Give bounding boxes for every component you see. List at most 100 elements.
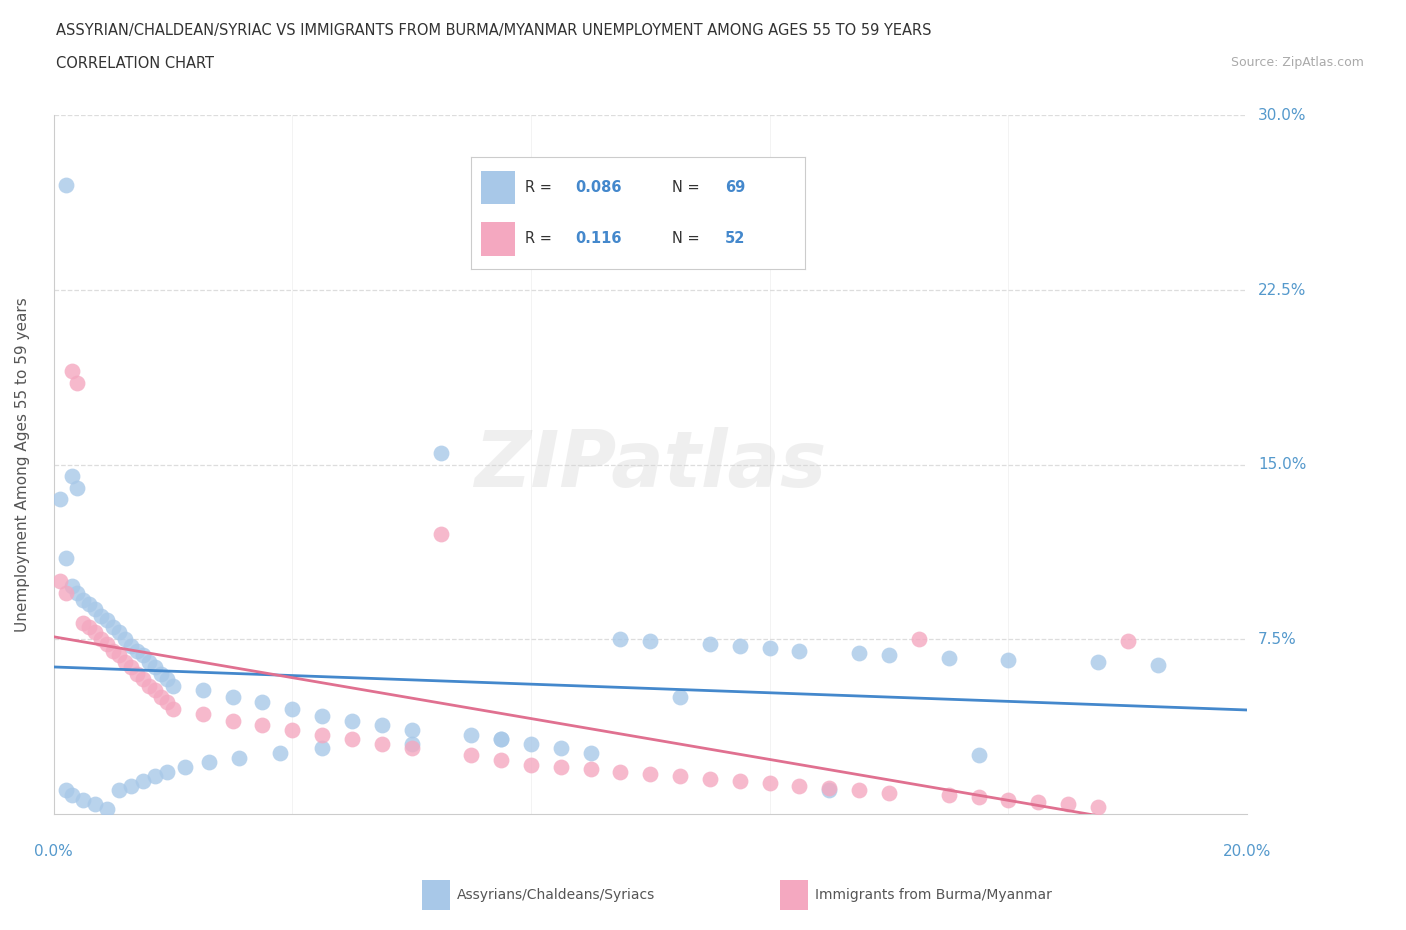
Point (758, 641, 780, 656)
Point (84, 797, 107, 812)
Point (114, 655, 136, 670)
Point (340, 732, 363, 747)
Point (669, 690, 692, 705)
Point (143, 659, 166, 674)
Point (877, 785, 900, 800)
Text: Source: ZipAtlas.com: Source: ZipAtlas.com (1230, 56, 1364, 69)
Point (311, 727, 333, 742)
Point (48, 492, 70, 507)
Point (138, 655, 160, 670)
Point (66, 376, 89, 391)
Point (520, 757, 543, 772)
Point (221, 690, 243, 705)
Point (143, 683, 166, 698)
Point (108, 625, 131, 640)
Point (908, 631, 931, 646)
Point (252, 695, 274, 710)
Point (103, 644, 125, 658)
Text: CORRELATION CHART: CORRELATION CHART (56, 56, 214, 71)
Point (818, 783, 841, 798)
Point (1057, 797, 1080, 812)
Point (818, 780, 841, 795)
Point (1087, 799, 1109, 814)
Point (120, 659, 142, 674)
Point (221, 713, 243, 728)
Point (311, 741, 333, 756)
Point (138, 678, 160, 693)
Point (60, 469, 83, 484)
Point (371, 718, 394, 733)
Text: Immigrants from Burma/Myanmar: Immigrants from Burma/Myanmar (815, 887, 1052, 902)
Point (79, 597, 101, 612)
Point (66, 585, 89, 600)
Point (1026, 794, 1049, 809)
Point (997, 653, 1019, 668)
Point (460, 748, 482, 763)
Point (103, 620, 125, 635)
Point (60, 788, 83, 803)
Point (789, 644, 811, 658)
Point (156, 695, 179, 710)
Point (162, 701, 184, 716)
Point (401, 741, 423, 756)
Point (55, 178, 77, 193)
Text: Assyrians/Chaldeans/Syriacs: Assyrians/Chaldeans/Syriacs (457, 887, 655, 902)
Point (489, 732, 512, 747)
Point (281, 723, 304, 737)
Point (132, 671, 155, 686)
Text: 22.5%: 22.5% (1258, 283, 1306, 298)
Point (132, 648, 155, 663)
Point (197, 755, 219, 770)
Point (143, 769, 166, 784)
Y-axis label: Unemployment Among Ages 55 to 59 years: Unemployment Among Ages 55 to 59 years (15, 298, 30, 632)
Point (108, 783, 131, 798)
Point (1146, 658, 1168, 672)
Point (162, 678, 184, 693)
Point (252, 718, 274, 733)
Point (669, 769, 692, 784)
Point (1116, 634, 1139, 649)
Point (579, 762, 602, 777)
Point (789, 778, 811, 793)
Point (120, 778, 142, 793)
Point (640, 766, 662, 781)
Point (114, 631, 136, 646)
Point (96, 636, 118, 651)
Point (96, 613, 118, 628)
Point (72, 592, 94, 607)
Text: 30.0%: 30.0% (1258, 108, 1306, 123)
Point (848, 645, 870, 660)
Point (967, 790, 990, 804)
Point (191, 683, 214, 698)
Point (579, 746, 602, 761)
Point (84, 625, 107, 640)
Text: 7.5%: 7.5% (1258, 631, 1296, 646)
Point (520, 737, 543, 751)
Text: 15.0%: 15.0% (1258, 457, 1306, 472)
Point (460, 727, 482, 742)
Point (550, 760, 572, 775)
Point (758, 776, 780, 790)
Point (728, 639, 751, 654)
Point (55, 551, 77, 565)
Point (848, 783, 870, 798)
Point (120, 639, 142, 654)
Text: ZIPatlas: ZIPatlas (474, 427, 827, 502)
Point (228, 751, 250, 765)
Point (66, 481, 89, 496)
Point (430, 527, 453, 542)
Point (489, 752, 512, 767)
Point (156, 764, 179, 779)
Point (699, 636, 721, 651)
Point (60, 578, 83, 593)
Point (127, 667, 149, 682)
Point (55, 585, 77, 600)
Point (877, 648, 900, 663)
Point (550, 741, 572, 756)
Point (699, 771, 721, 786)
Point (60, 364, 83, 379)
Point (938, 788, 960, 803)
Point (609, 764, 631, 779)
Point (938, 650, 960, 665)
Point (401, 737, 423, 751)
